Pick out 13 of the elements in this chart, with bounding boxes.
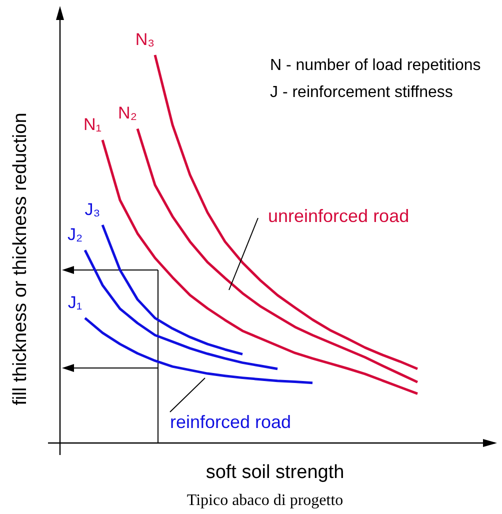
annotation: unreinforced road — [268, 206, 410, 226]
annotation: N - number of load repetitions — [270, 57, 481, 74]
series-label: J₂ — [67, 225, 83, 244]
series-label: N₁ — [83, 114, 102, 134]
annotation: reinforced road — [170, 412, 292, 432]
annotation: J - reinforcement stiffness — [270, 84, 453, 101]
x-axis-title: soft soil strength — [206, 462, 344, 483]
series-label: N₂ — [118, 104, 137, 123]
y-axis-title: fill thickness or thickness reduction — [10, 112, 31, 406]
series-label: N₃ — [135, 30, 155, 49]
series-label: J₁ — [68, 293, 82, 312]
text: Tipico abaco di progetto — [186, 492, 344, 509]
series-label: J₃ — [84, 200, 100, 219]
